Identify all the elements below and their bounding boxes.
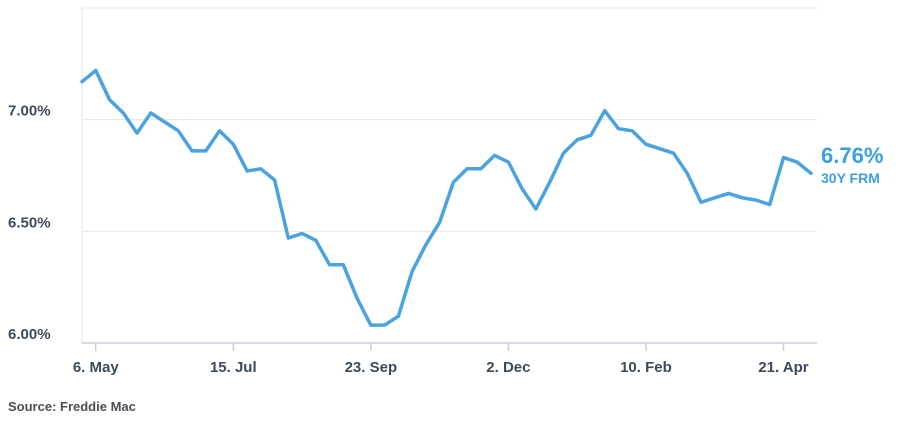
y-tick-label: 6.00% bbox=[8, 326, 51, 343]
x-tick-label: 21. Apr bbox=[758, 359, 808, 376]
x-tick-label: 15. Jul bbox=[210, 359, 257, 376]
x-tick-label: 2. Dec bbox=[486, 359, 530, 376]
grid-lines bbox=[81, 7, 817, 344]
x-axis-ticks: 6. May 15. Jul 23. Sep 2. Dec 10. Feb 21. Apr bbox=[73, 343, 809, 376]
end-value-label: 6.76% bbox=[821, 143, 883, 168]
x-tick-label: 23. Sep bbox=[345, 359, 398, 376]
source-note: Source: Freddie Mac bbox=[8, 399, 136, 414]
y-tick-label: 6.50% bbox=[8, 214, 51, 231]
y-tick-label: 7.00% bbox=[8, 103, 51, 120]
x-tick-label: 6. May bbox=[73, 359, 120, 376]
y-axis-ticks: 6.00% 6.50% 7.00% bbox=[8, 103, 51, 343]
x-tick-label: 10. Feb bbox=[620, 359, 672, 376]
series-name-label: 30Y FRM bbox=[821, 170, 880, 186]
series-layer bbox=[80, 68, 813, 327]
series-line-30y-frm bbox=[80, 68, 813, 327]
